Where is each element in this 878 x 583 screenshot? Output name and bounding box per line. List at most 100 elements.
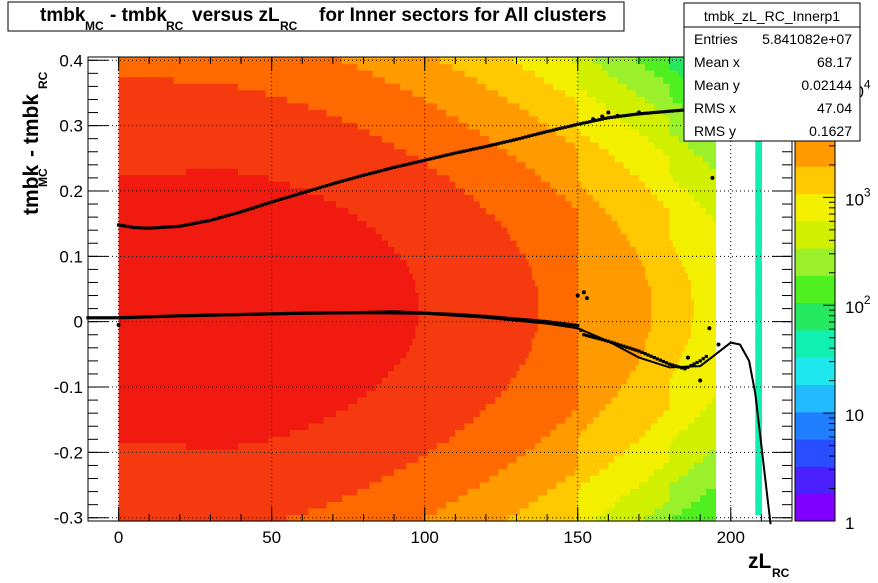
heatmap-cell — [182, 207, 187, 215]
heatmap-cell — [152, 279, 156, 287]
heatmap-cell — [268, 285, 273, 293]
heatmap-cell — [265, 442, 270, 450]
heatmap-cell — [259, 488, 264, 496]
heatmap-cell — [308, 481, 313, 489]
heatmap-cell — [222, 83, 227, 91]
heatmap-cell — [323, 298, 328, 306]
heatmap-cell — [323, 311, 328, 320]
heatmap-cell — [210, 200, 215, 208]
heatmap-cell — [290, 318, 294, 326]
heatmap-cell — [244, 155, 248, 163]
heatmap-cell — [176, 377, 181, 385]
heatmap-cell — [250, 194, 254, 202]
title-sub-1: MC — [85, 19, 104, 33]
heatmap-cell — [317, 507, 322, 516]
heatmap-cell — [167, 285, 172, 293]
heatmap-cell — [234, 213, 239, 221]
heatmap-cell — [320, 272, 325, 280]
heatmap-cell — [124, 494, 129, 502]
heatmap-cell — [158, 266, 163, 274]
heatmap-cell — [283, 109, 288, 117]
heatmap-cell — [173, 305, 178, 313]
heatmap-cell — [189, 239, 193, 248]
heatmap-cell — [185, 338, 190, 346]
heatmap-cell — [173, 449, 178, 457]
heatmap-cell — [225, 351, 230, 359]
heatmap-cell — [299, 187, 303, 195]
heatmap-cell — [152, 494, 156, 502]
heatmap-cell — [173, 481, 178, 489]
heatmap-cell — [268, 409, 273, 418]
heatmap-cell — [133, 396, 138, 404]
heatmap-cell — [299, 455, 303, 463]
heatmap-cell — [127, 357, 132, 365]
heatmap-cell — [222, 259, 227, 267]
heatmap-cell — [136, 488, 141, 496]
heatmap-cell — [225, 174, 230, 182]
heatmap-cell — [189, 292, 193, 300]
heatmap-cell — [277, 462, 282, 470]
heatmap-cell — [296, 344, 300, 352]
heatmap-cell — [152, 292, 156, 300]
heatmap-cell — [277, 429, 282, 437]
heatmap-cell — [277, 102, 282, 110]
heatmap-cell — [256, 449, 261, 457]
heatmap-cell — [241, 344, 245, 352]
heatmap-cell — [216, 279, 221, 287]
heatmap-cell — [133, 141, 138, 150]
heatmap-cell — [237, 462, 242, 470]
heatmap-cell — [296, 102, 300, 110]
heatmap-cell — [179, 220, 184, 228]
heatmap-cell — [259, 128, 264, 137]
heatmap-cell — [256, 76, 261, 84]
heatmap-cell — [293, 351, 297, 359]
heatmap-cell — [189, 488, 193, 496]
heatmap-cell — [320, 187, 325, 195]
heatmap-cell — [323, 370, 328, 378]
heatmap-cell — [127, 403, 132, 411]
heatmap-cell — [161, 305, 166, 313]
heatmap-cell — [219, 83, 224, 91]
heatmap-cell — [136, 226, 141, 235]
heatmap-cell — [216, 83, 221, 91]
heatmap-cell — [176, 148, 181, 156]
heatmap-cell — [161, 109, 166, 117]
heatmap-cell — [118, 233, 123, 241]
heatmap-cell — [228, 96, 233, 104]
heatmap-cell — [268, 338, 273, 346]
heatmap-cell — [314, 475, 319, 483]
heatmap-cell — [149, 187, 153, 195]
heatmap-cell — [259, 507, 264, 516]
heatmap-cell — [268, 442, 273, 450]
heatmap-cell — [302, 422, 306, 431]
heatmap-cell — [170, 468, 175, 476]
heatmap-cell — [204, 409, 208, 418]
heatmap-cell — [179, 403, 184, 411]
heatmap-cell — [274, 311, 279, 320]
heatmap-cell — [146, 494, 150, 502]
heatmap-cell — [259, 514, 264, 522]
heatmap-cell — [207, 148, 212, 156]
heatmap-cell — [308, 370, 313, 378]
heatmap-cell — [213, 501, 218, 509]
heatmap-cell — [118, 292, 123, 300]
heatmap-cell — [320, 122, 325, 130]
heatmap-cell — [293, 102, 297, 110]
heatmap-cell — [164, 135, 169, 143]
heatmap-cell — [293, 174, 297, 182]
heatmap-cell — [118, 468, 123, 476]
heatmap-cell — [277, 89, 282, 97]
heatmap-cell — [189, 122, 193, 130]
heatmap-cell — [296, 57, 300, 65]
heatmap-cell — [259, 187, 264, 195]
heatmap-cell — [256, 253, 261, 261]
heatmap-cell — [323, 377, 328, 385]
heatmap-cell — [256, 226, 261, 235]
heatmap-cell — [185, 494, 190, 502]
heatmap-cell — [192, 292, 196, 300]
heatmap-cell — [127, 494, 132, 502]
heatmap-cell — [329, 239, 334, 248]
heatmap-cell — [277, 507, 282, 516]
heatmap-cell — [299, 155, 303, 163]
heatmap-cell — [222, 272, 227, 280]
